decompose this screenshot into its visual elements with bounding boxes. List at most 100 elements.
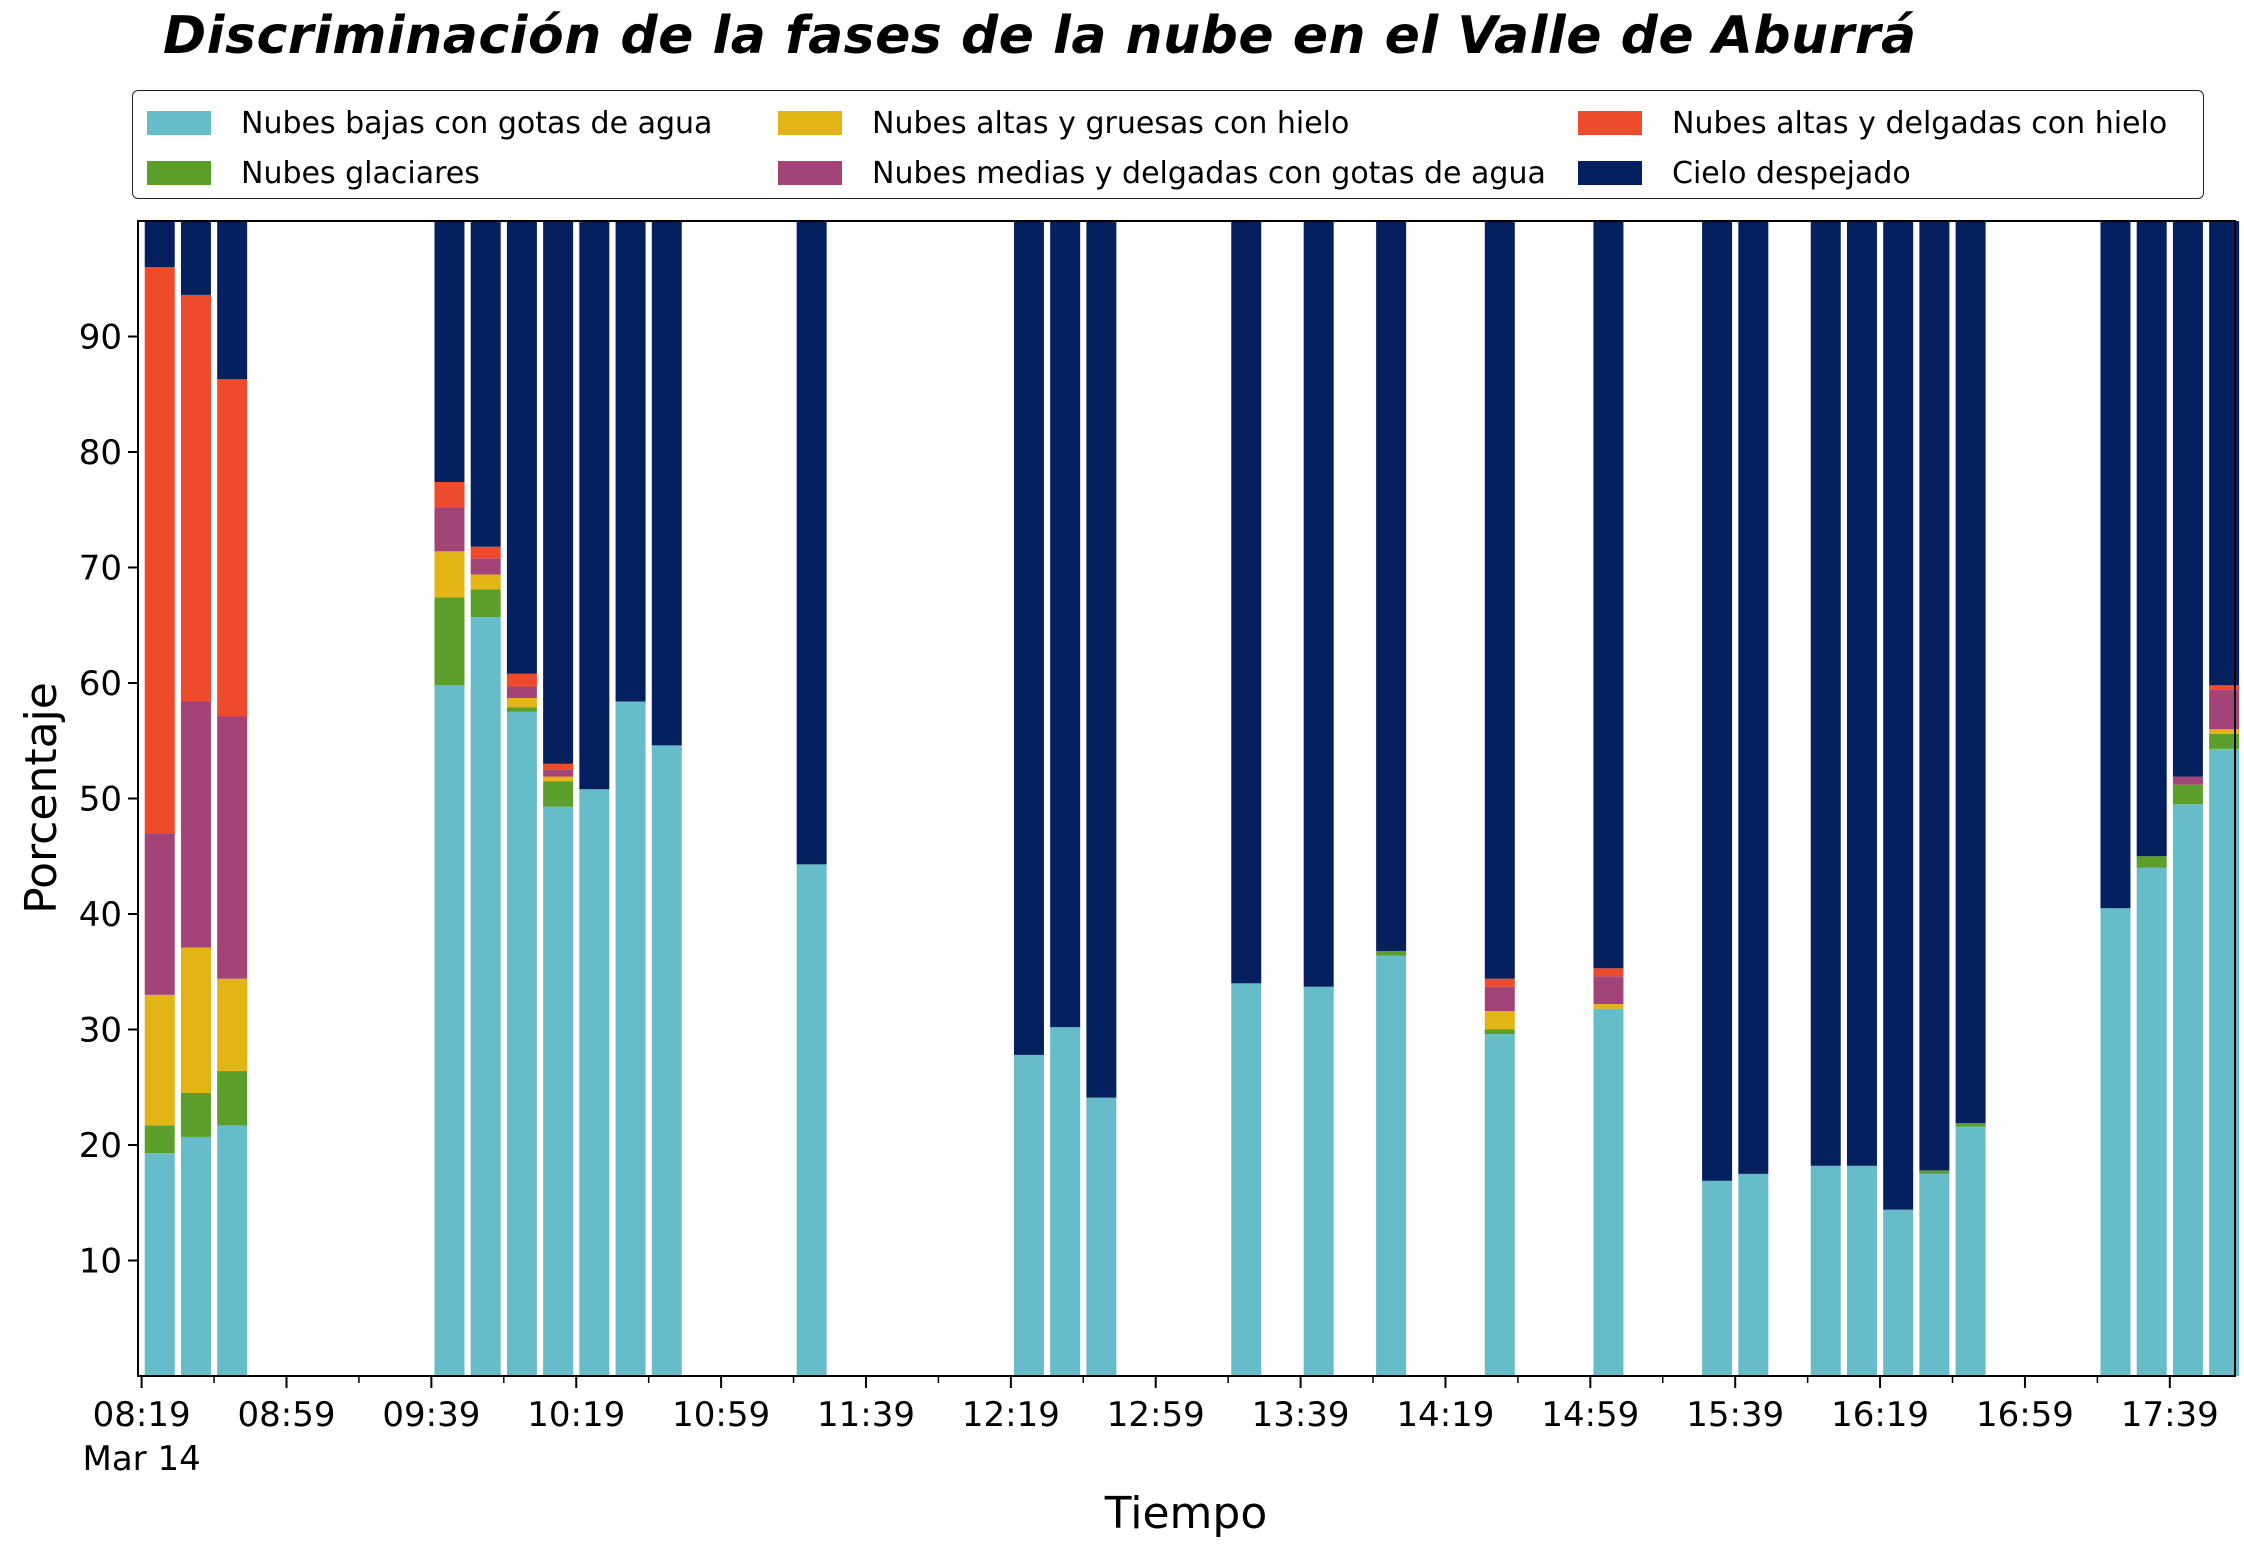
bar-stack-1124 [796, 221, 827, 1376]
bar-segment-cielo-despejado [796, 221, 827, 865]
bar-stack-1014 [543, 221, 574, 1376]
x-tick-label: 10:59 [672, 1395, 770, 1435]
bar-segment-nubes-altas-y-gruesas-con-hielo [2209, 729, 2240, 734]
bar-segment-nubes-bajas-con-gotas-de-agua [1484, 1034, 1515, 1376]
bar-segment-nubes-bajas-con-gotas-de-agua [180, 1136, 211, 1376]
bar-segment-nubes-bajas-con-gotas-de-agua [1883, 1209, 1914, 1376]
bar-segment-cielo-despejado [2172, 221, 2203, 777]
x-tick-label: 16:59 [1976, 1395, 2074, 1435]
bar-segment-nubes-medias-y-delgadas-con-gotas-de-agua [1593, 976, 1624, 1005]
bar-segment-nubes-altas-y-delgadas-con-hielo [434, 482, 465, 508]
bar-segment-cielo-despejado [144, 221, 175, 268]
bar-segment-nubes-bajas-con-gotas-de-agua [1955, 1126, 1986, 1376]
y-tick-label: 50 [79, 780, 122, 820]
bar-segment-nubes-bajas-con-gotas-de-agua [796, 864, 827, 1376]
bar-segment-cielo-despejado [2136, 221, 2167, 857]
x-tick-label: 15:39 [1686, 1395, 1784, 1435]
bar-stack-1234 [1050, 221, 1081, 1376]
legend-item-nubes-bajas-con-gotas-de-agua: Nubes bajas con gotas de agua [147, 105, 712, 141]
bar-segment-cielo-despejado [543, 221, 574, 764]
x-tick-label: 09:39 [382, 1395, 480, 1435]
x-axis-label: Tiempo [1104, 1488, 1268, 1539]
bar-segment-cielo-despejado [1919, 221, 1950, 1171]
bar-stack-1614 [1846, 221, 1877, 1376]
bar-segment-nubes-altas-y-delgadas-con-hielo [543, 763, 574, 770]
bar-segment-nubes-bajas-con-gotas-de-agua [2100, 908, 2131, 1376]
x-tick-label: 12:19 [962, 1395, 1060, 1435]
bar-segment-nubes-altas-y-gruesas-con-hielo [217, 978, 248, 1072]
bar-segment-nubes-glaciares [1919, 1170, 1950, 1174]
bar-stack-0954 [470, 221, 501, 1376]
bar-stack-1324 [1231, 221, 1262, 1376]
legend-swatch [1578, 111, 1642, 135]
x-tick-label: 10:19 [527, 1395, 625, 1435]
bar-stack-1724 [2100, 221, 2131, 1376]
legend-label: Cielo despejado [1672, 155, 1911, 191]
bar-stack-1044 [651, 221, 682, 1376]
legend-item-cielo-despejado: Cielo despejado [1578, 155, 1911, 191]
bar-segment-cielo-despejado [1050, 221, 1081, 1028]
bar-segment-nubes-glaciares [470, 589, 501, 618]
bar-stack-1344 [1303, 221, 1334, 1376]
bar-segment-nubes-glaciares [180, 1093, 211, 1137]
bar-segment-nubes-altas-y-delgadas-con-hielo [1484, 978, 1515, 987]
bar-segment-nubes-glaciares [543, 781, 574, 807]
bar-stack-1404 [1376, 221, 1407, 1376]
bar-segment-nubes-bajas-con-gotas-de-agua [1919, 1173, 1950, 1377]
bar-segment-nubes-altas-y-delgadas-con-hielo [506, 673, 537, 687]
bar-stack-1034 [615, 221, 646, 1376]
x-tick-label: 16:19 [1831, 1395, 1929, 1435]
bar-segment-nubes-medias-y-delgadas-con-gotas-de-agua [434, 507, 465, 552]
bar-stack-1024 [579, 221, 610, 1376]
legend-item-nubes-glaciares: Nubes glaciares [147, 155, 480, 191]
y-axis: 10 20 30 40 50 60 70 80 90 [79, 318, 138, 1282]
bar-stack-1644 [1955, 221, 1986, 1376]
x-tick-label: 08:19 [93, 1395, 191, 1435]
bar-segment-nubes-glaciares [506, 707, 537, 712]
bar-stack-1504 [1593, 221, 1624, 1376]
legend-label: Nubes medias y delgadas con gotas de agu… [872, 155, 1546, 191]
bar-segment-nubes-altas-y-gruesas-con-hielo [180, 947, 211, 1094]
bar-segment-cielo-despejado [651, 221, 682, 746]
bar-stack-1624 [1883, 221, 1914, 1376]
bar-stack-0834 [180, 221, 211, 1376]
bar-segment-cielo-despejado [1013, 221, 1044, 1055]
legend-item-nubes-medias-y-delgadas-con-gotas-de-agua: Nubes medias y delgadas con gotas de agu… [778, 155, 1546, 191]
bar-segment-cielo-despejado [1883, 221, 1914, 1210]
x-tick-label: 17:39 [2121, 1395, 2219, 1435]
legend-item-nubes-altas-y-delgadas-con-hielo: Nubes altas y delgadas con hielo [1578, 105, 2167, 141]
x-tick-label: 14:19 [1396, 1395, 1494, 1435]
bar-segment-cielo-despejado [1231, 221, 1262, 984]
y-tick-label: 70 [79, 549, 122, 589]
bar-segment-nubes-glaciares [144, 1125, 175, 1154]
legend-item-nubes-altas-y-gruesas-con-hielo: Nubes altas y gruesas con hielo [778, 105, 1349, 141]
bar-segment-nubes-altas-y-gruesas-con-hielo [543, 776, 574, 782]
bar-segment-cielo-despejado [2100, 221, 2131, 909]
legend-swatch [1578, 161, 1642, 185]
bar-segment-nubes-altas-y-gruesas-con-hielo [470, 574, 501, 590]
bar-segment-cielo-despejado [506, 221, 537, 674]
bar-stack-1434 [1484, 221, 1515, 1376]
bar-segment-nubes-altas-y-delgadas-con-hielo [470, 546, 501, 559]
bar-segment-nubes-bajas-con-gotas-de-agua [2136, 867, 2167, 1376]
bar-segment-nubes-bajas-con-gotas-de-agua [506, 711, 537, 1377]
legend: Nubes bajas con gotas de agua Nubes glaci… [132, 90, 2204, 199]
bar-segment-nubes-glaciares [217, 1071, 248, 1126]
bar-segment-nubes-altas-y-gruesas-con-hielo [1593, 1004, 1624, 1009]
bar-stack-1544 [1738, 221, 1769, 1377]
bar-stack-0824 [144, 221, 175, 1376]
bar-stack-0944 [434, 221, 465, 1376]
bar-stack-1734 [2136, 221, 2167, 1376]
legend-swatch [147, 161, 211, 185]
bar-segment-nubes-altas-y-delgadas-con-hielo [2209, 685, 2240, 690]
y-tick-label: 90 [79, 318, 122, 358]
bar-segment-nubes-medias-y-delgadas-con-gotas-de-agua [144, 833, 175, 995]
bar-segment-cielo-despejado [470, 221, 501, 547]
bar-segment-nubes-medias-y-delgadas-con-gotas-de-agua [2172, 776, 2203, 785]
bar-segment-nubes-bajas-con-gotas-de-agua [1231, 983, 1262, 1376]
bar-segment-nubes-medias-y-delgadas-con-gotas-de-agua [217, 716, 248, 979]
legend-label: Nubes glaciares [241, 155, 480, 191]
bar-segment-cielo-despejado [1955, 221, 1986, 1124]
x-tick-label: 13:39 [1252, 1395, 1350, 1435]
legend-swatch [147, 111, 211, 135]
